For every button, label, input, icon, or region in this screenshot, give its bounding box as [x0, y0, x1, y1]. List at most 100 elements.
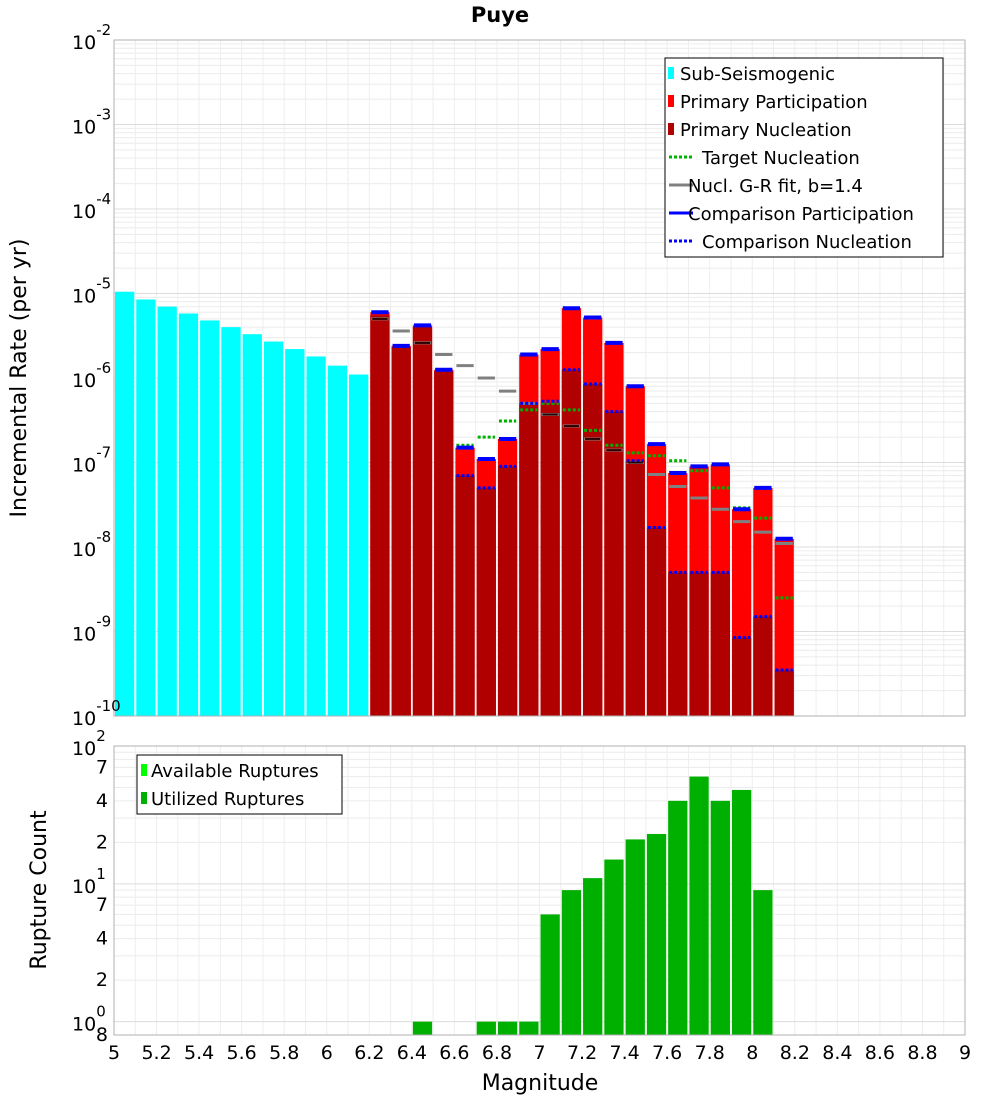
- sub-seismogenic-bar: [242, 334, 262, 716]
- utilized-ruptures-bar: [561, 890, 582, 1035]
- x-tick-label: 8: [746, 1042, 758, 1064]
- top-bars: [115, 291, 794, 716]
- sub-seismogenic-bar: [263, 341, 284, 716]
- primary-nucleation-bar: [434, 371, 454, 716]
- legend-label: Target Nucleation: [701, 148, 860, 169]
- legend-label: Comparison Nucleation: [702, 232, 912, 253]
- primary-nucleation-bar: [625, 460, 645, 716]
- primary-nucleation-bar: [753, 616, 773, 716]
- sub-seismogenic-bar: [349, 374, 369, 716]
- top-legend-box: [664, 57, 944, 258]
- top-markers: [371, 306, 793, 672]
- top-y-tick-label: 10-7: [72, 444, 111, 477]
- sub-seismogenic-bar: [157, 306, 177, 716]
- utilized-ruptures-bar: [646, 833, 667, 1035]
- sub-seismogenic-bar: [221, 327, 241, 716]
- legend-swatch: [141, 792, 147, 804]
- top-y-tick-label: 10-9: [72, 613, 111, 646]
- sub-seismogenic-bar: [178, 313, 199, 716]
- primary-nucleation-bar: [412, 327, 433, 716]
- bottom-y-axis-label: Rupture Count: [27, 810, 52, 970]
- legend-label: Sub-Seismogenic: [680, 64, 835, 85]
- x-tick-labels: 5 5.2 5.4 5.6 5.8 6 6.2 6.4 6.6 6.8 7 7.2 7.4 7.6 7.8 8…: [108, 1042, 971, 1064]
- primary-nucleation-bar: [391, 347, 411, 716]
- primary-nucleation-bar: [731, 637, 752, 716]
- primary-nucleation-bar: [540, 403, 560, 716]
- bottom-y-minor-tick-label: 4: [96, 928, 108, 950]
- utilized-ruptures-bar: [604, 859, 624, 1035]
- bottom-y-tick-labels: 102 101 100 7 4 2 7 4 2 8: [72, 727, 108, 1046]
- primary-nucleation-bar: [689, 572, 709, 716]
- top-plot-frame: [113, 39, 966, 717]
- x-tick-label: 6.2: [354, 1042, 384, 1064]
- bottom-y-minor-tick-label: 2: [96, 831, 108, 853]
- primary-nucleation-bar: [604, 411, 624, 716]
- x-axis-label: Magnitude: [482, 1071, 599, 1096]
- utilized-ruptures-bar: [625, 839, 645, 1035]
- utilized-ruptures-bar: [668, 800, 688, 1035]
- bottom-legend-box: [136, 754, 343, 815]
- utilized-ruptures-bar: [476, 1021, 496, 1035]
- sub-seismogenic-bar: [306, 356, 326, 716]
- primary-nucleation-bar: [519, 403, 539, 716]
- primary-nucleation-bar: [561, 369, 582, 716]
- x-tick-label: 8.4: [822, 1042, 852, 1064]
- bottom-y-minor-tick-label: 7: [96, 756, 108, 778]
- primary-nucleation-bar: [646, 527, 667, 716]
- top-y-tick-label: 10-2: [72, 21, 111, 54]
- bottom-y-minor-tick-label: 4: [96, 790, 108, 812]
- legend-swatch: [141, 764, 147, 776]
- x-tick-label: 5.8: [269, 1042, 299, 1064]
- x-tick-label: 6: [321, 1042, 333, 1064]
- x-tick-label: 9: [959, 1042, 971, 1064]
- sub-seismogenic-bar: [115, 291, 135, 716]
- x-tick-label: 6.8: [482, 1042, 512, 1064]
- sub-seismogenic-bar: [136, 299, 156, 716]
- legend-label: Comparison Participation: [688, 204, 914, 225]
- top-y-tick-labels: 10-2 10-3 10-4 10-5 10-6 10-7 10-8 10-9 10-10: [72, 21, 121, 730]
- utilized-ruptures-bar: [583, 878, 603, 1035]
- top-y-tick-label: 10-5: [72, 275, 111, 308]
- primary-nucleation-bar: [455, 475, 475, 716]
- utilized-ruptures-bar: [412, 1021, 433, 1035]
- primary-nucleation-bar: [476, 487, 496, 716]
- primary-nucleation-bar: [497, 466, 518, 716]
- top-y-axis-label: Incremental Rate (per yr): [7, 239, 32, 518]
- x-tick-label: 7: [533, 1042, 545, 1064]
- primary-nucleation-bar: [370, 315, 390, 716]
- bottom-y-minor-tick-label: 7: [96, 894, 108, 916]
- utilized-ruptures-bar: [497, 1021, 518, 1035]
- bottom-y-tick-label: 101: [72, 865, 106, 898]
- x-tick-label: 6.6: [439, 1042, 469, 1064]
- primary-nucleation-bar: [583, 383, 603, 716]
- x-tick-label: 7.2: [567, 1042, 597, 1064]
- x-tick-label: 8.2: [780, 1042, 810, 1064]
- sub-seismogenic-bar: [327, 365, 348, 716]
- utilized-ruptures-bar: [753, 890, 773, 1035]
- sub-seismogenic-bar: [200, 320, 220, 716]
- legend-swatch: [668, 67, 674, 79]
- utilized-ruptures-bar: [710, 800, 730, 1035]
- top-y-tick-label: 10-3: [72, 106, 111, 139]
- utilized-ruptures-bar: [689, 776, 709, 1035]
- legend-swatch: [668, 123, 674, 135]
- bottom-plot-frame: [113, 745, 966, 1036]
- legend-label: Available Ruptures: [151, 761, 319, 782]
- legend-swatch: [668, 95, 674, 107]
- bottom-bars: [412, 776, 773, 1035]
- x-tick-label: 7.6: [652, 1042, 682, 1064]
- x-tick-label: 5.2: [141, 1042, 171, 1064]
- top-y-tick-label: 10-4: [72, 190, 111, 223]
- x-tick-label: 8.6: [865, 1042, 895, 1064]
- bottom-y-minor-tick-label: 2: [96, 969, 108, 991]
- utilized-ruptures-bar: [731, 789, 752, 1035]
- legend-label: Utilized Ruptures: [151, 789, 304, 810]
- top-y-tick-label: 10-6: [72, 359, 111, 392]
- utilized-ruptures-bar: [540, 914, 560, 1035]
- x-tick-label: 8.8: [907, 1042, 937, 1064]
- top-y-tick-label: 10-10: [72, 697, 121, 730]
- bottom-legend: Available Ruptures Utilized Ruptures: [136, 754, 343, 815]
- primary-nucleation-bar: [774, 670, 794, 716]
- legend-label: Primary Participation: [680, 92, 868, 113]
